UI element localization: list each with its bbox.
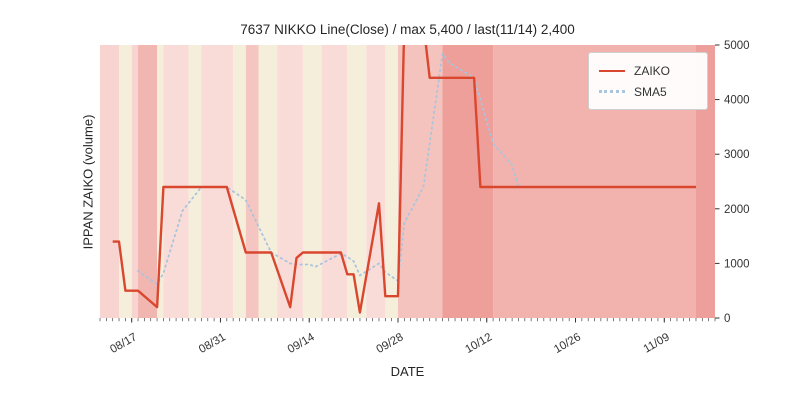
sma5-line-sample — [599, 90, 625, 93]
period-band — [163, 45, 189, 318]
x-tick-label: 08/31 — [197, 331, 228, 356]
period-band — [321, 45, 348, 318]
x-tick-label: 11/09 — [642, 331, 672, 355]
period-band — [233, 45, 246, 318]
zaiko-line-sample — [599, 69, 625, 72]
period-band — [100, 45, 120, 318]
period-band — [188, 45, 202, 318]
period-band — [442, 45, 494, 318]
zaiko-line — [112, 45, 696, 314]
legend-item-zaiko: ZAIKO — [599, 60, 697, 81]
legend-item-sma5: SMA5 — [599, 81, 697, 102]
period-band — [157, 45, 164, 318]
period-band — [258, 45, 278, 318]
period-band — [397, 45, 443, 318]
period-band — [245, 45, 259, 318]
legend-label-zaiko: ZAIKO — [634, 63, 671, 78]
period-band — [119, 45, 132, 318]
period-band — [366, 45, 386, 318]
period-band — [138, 45, 158, 318]
background-bands — [100, 45, 715, 318]
period-band — [131, 45, 139, 318]
x-tick-label: 09/14 — [286, 331, 317, 356]
legend: ZAIKO SMA5 — [588, 52, 708, 110]
x-axis-label: DATE — [390, 364, 425, 379]
sma5-line — [137, 51, 520, 286]
chart-title: 7637 NIKKO Line(Close) / max 5,400 / las… — [240, 22, 575, 37]
y-axis-label: IPPAN ZAIKO (volume) — [80, 114, 96, 250]
x-tick-label: 10/26 — [552, 331, 583, 356]
period-band — [385, 45, 398, 318]
x-tick-label: 10/12 — [463, 331, 494, 356]
y-tick-label: 0 — [724, 313, 730, 325]
period-band — [201, 45, 234, 318]
x-tick-label: 09/28 — [375, 331, 406, 356]
y-tick-label: 4000 — [724, 95, 750, 107]
y-tick-label: 1000 — [724, 258, 750, 270]
y-tick-label: 5000 — [724, 40, 750, 52]
period-band — [277, 45, 303, 318]
y-axis: 0 1000 2000 3000 4000 5000 — [715, 40, 750, 325]
y-tick-label: 2000 — [724, 204, 750, 216]
period-band — [302, 45, 322, 318]
legend-label-sma5: SMA5 — [634, 84, 667, 99]
period-band — [347, 45, 367, 318]
x-axis: 08/17 08/31 09/14 09/28 10/12 10/26 11/09 — [99, 318, 716, 356]
period-band — [695, 45, 715, 318]
y-tick-label: 3000 — [724, 149, 750, 161]
x-tick-label: 08/17 — [108, 331, 139, 356]
